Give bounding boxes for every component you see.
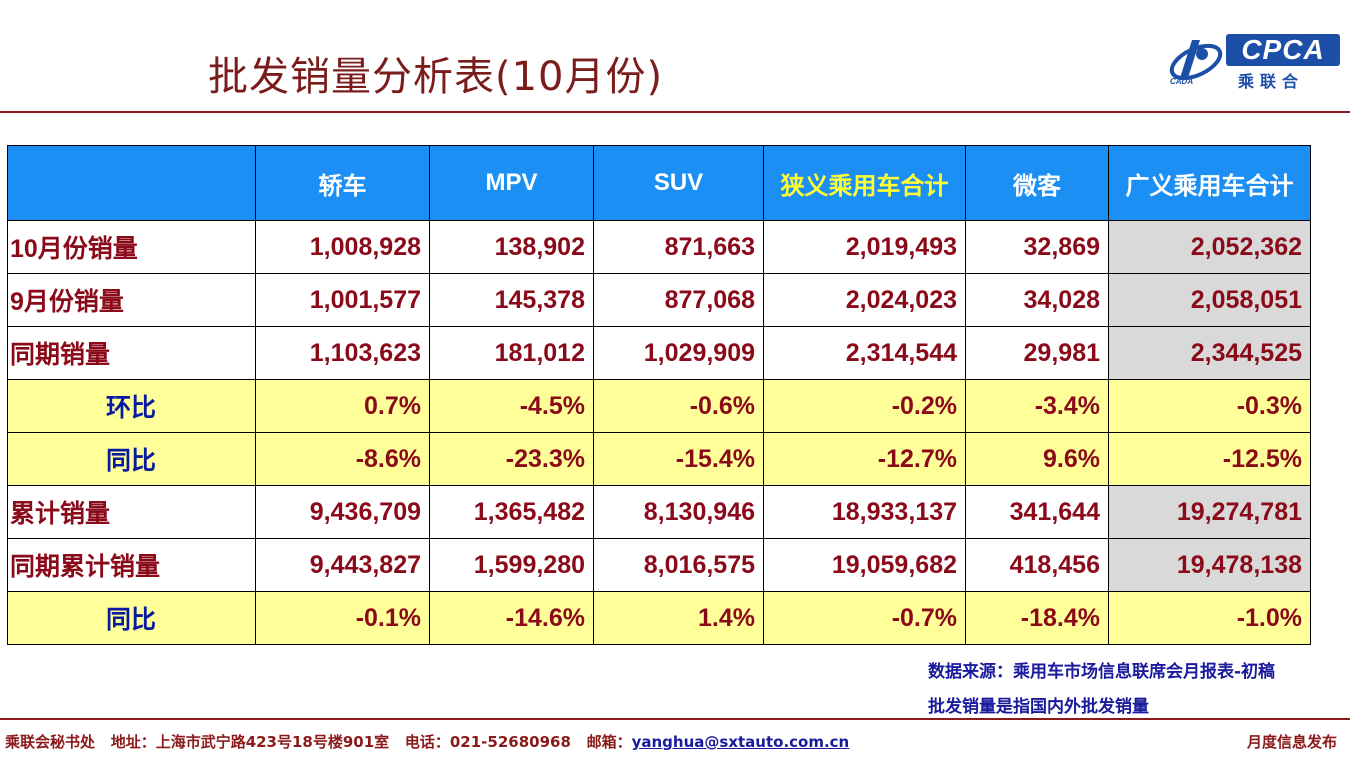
table-cell: 877,068 (593, 273, 764, 327)
row-label: 累计销量 (7, 485, 256, 539)
table-cell: -8.6% (255, 432, 430, 486)
table-cell: 8,016,575 (593, 538, 764, 592)
sales-table: 轿车 MPV SUV 狭义乘用车合计 微客 广义乘用车合计 10月份销量 1,0… (7, 145, 1311, 645)
footer-email-label: 邮箱： (586, 733, 632, 751)
table-cell: -12.7% (763, 432, 966, 486)
table-cell: 2,024,023 (763, 273, 966, 327)
header-divider (0, 111, 1350, 113)
table-cell: 9,436,709 (255, 485, 430, 539)
footer-contact: 乘联会秘书处 地址：上海市武宁路423号18号楼901室 电话：021-5268… (5, 731, 849, 752)
table-cell: 9.6% (965, 432, 1109, 486)
table-cell: 1,029,909 (593, 326, 764, 380)
table-cell: 32,869 (965, 220, 1109, 274)
table-cell: 9,443,827 (255, 538, 430, 592)
table-row: 10月份销量 1,008,928 138,902 871,663 2,019,4… (7, 220, 1311, 274)
header-cell: 轿车 (255, 145, 430, 221)
table-cell: -0.6% (593, 379, 764, 433)
table-cell: -18.4% (965, 591, 1109, 645)
footer-divider (0, 718, 1350, 720)
table-cell: 1,365,482 (429, 485, 594, 539)
table-cell: 8,130,946 (593, 485, 764, 539)
table-cell: 19,274,781 (1108, 485, 1311, 539)
table-cell: -3.4% (965, 379, 1109, 433)
table-cell: -15.4% (593, 432, 764, 486)
table-cell: 418,456 (965, 538, 1109, 592)
header-cell: 微客 (965, 145, 1109, 221)
row-label: 环比 (7, 379, 256, 433)
table-cell: 138,902 (429, 220, 594, 274)
definition-note: 批发销量是指国内外批发销量 (928, 697, 1149, 717)
table-cell: 34,028 (965, 273, 1109, 327)
cpca-logo: CADA CPCA 乘联合 (1166, 30, 1342, 92)
footer-right-label: 月度信息发布 (1246, 733, 1337, 751)
table-cell: 0.7% (255, 379, 430, 433)
table-row: 同期销量 1,103,623 181,012 1,029,909 2,314,5… (7, 326, 1311, 380)
page-title: 批发销量分析表(10月份) (208, 54, 664, 100)
row-label: 同比 (7, 591, 256, 645)
table-row: 同期累计销量 9,443,827 1,599,280 8,016,575 19,… (7, 538, 1311, 592)
header-cell: MPV (429, 145, 594, 221)
row-label: 10月份销量 (7, 220, 256, 274)
table-cell: 1,008,928 (255, 220, 430, 274)
table-cell: 29,981 (965, 326, 1109, 380)
table-row: 同比 -0.1% -14.6% 1.4% -0.7% -18.4% -1.0% (7, 591, 1311, 645)
table-cell: 181,012 (429, 326, 594, 380)
table-cell: 2,052,362 (1108, 220, 1311, 274)
table-cell: 2,344,525 (1108, 326, 1311, 380)
table-cell: 341,644 (965, 485, 1109, 539)
table-cell: -4.5% (429, 379, 594, 433)
footer-phone: 电话：021-52680968 (404, 733, 571, 751)
row-label: 同期累计销量 (7, 538, 256, 592)
table-cell: -0.2% (763, 379, 966, 433)
table-cell: -1.0% (1108, 591, 1311, 645)
footer-address: 地址：上海市武宁路423号18号楼901室 (110, 733, 390, 751)
table-row: 环比 0.7% -4.5% -0.6% -0.2% -3.4% -0.3% (7, 379, 1311, 433)
table-cell: -23.3% (429, 432, 594, 486)
table-cell: -0.7% (763, 591, 966, 645)
table-cell: 1.4% (593, 591, 764, 645)
header-cell: 广义乘用车合计 (1108, 145, 1311, 221)
table-cell: 2,314,544 (763, 326, 966, 380)
table-cell: 18,933,137 (763, 485, 966, 539)
table-row: 9月份销量 1,001,577 145,378 877,068 2,024,02… (7, 273, 1311, 327)
table-cell: 1,103,623 (255, 326, 430, 380)
table-cell: 1,599,280 (429, 538, 594, 592)
data-source-note: 数据来源：乘用车市场信息联席会月报表-初稿 (928, 662, 1276, 682)
table-cell: -0.1% (255, 591, 430, 645)
header-cell (7, 145, 256, 221)
row-label: 9月份销量 (7, 273, 256, 327)
table-cell: 871,663 (593, 220, 764, 274)
cpca-logo-text: CPCA (1226, 34, 1340, 66)
table-cell: -14.6% (429, 591, 594, 645)
cada-logo-text: CADA (1170, 77, 1194, 86)
row-label: 同期销量 (7, 326, 256, 380)
footer-org: 乘联会秘书处 (5, 733, 96, 751)
table-cell: 1,001,577 (255, 273, 430, 327)
footer-email-link[interactable]: yanghua@sxtauto.com.cn (631, 733, 850, 751)
row-label: 同比 (7, 432, 256, 486)
cada-emblem-icon (1169, 40, 1223, 81)
table-cell: 145,378 (429, 273, 594, 327)
table-cell: 19,059,682 (763, 538, 966, 592)
table-cell: -12.5% (1108, 432, 1311, 486)
table-row: 累计销量 9,436,709 1,365,482 8,130,946 18,93… (7, 485, 1311, 539)
header-cell: SUV (593, 145, 764, 221)
header-cell: 狭义乘用车合计 (763, 145, 966, 221)
cpca-logo-cn: 乘联合 (1238, 72, 1305, 91)
table-cell: -0.3% (1108, 379, 1311, 433)
table-cell: 2,019,493 (763, 220, 966, 274)
table-cell: 19,478,138 (1108, 538, 1311, 592)
table-row: 同比 -8.6% -23.3% -15.4% -12.7% 9.6% -12.5… (7, 432, 1311, 486)
table-header-row: 轿车 MPV SUV 狭义乘用车合计 微客 广义乘用车合计 (7, 145, 1311, 221)
table-cell: 2,058,051 (1108, 273, 1311, 327)
